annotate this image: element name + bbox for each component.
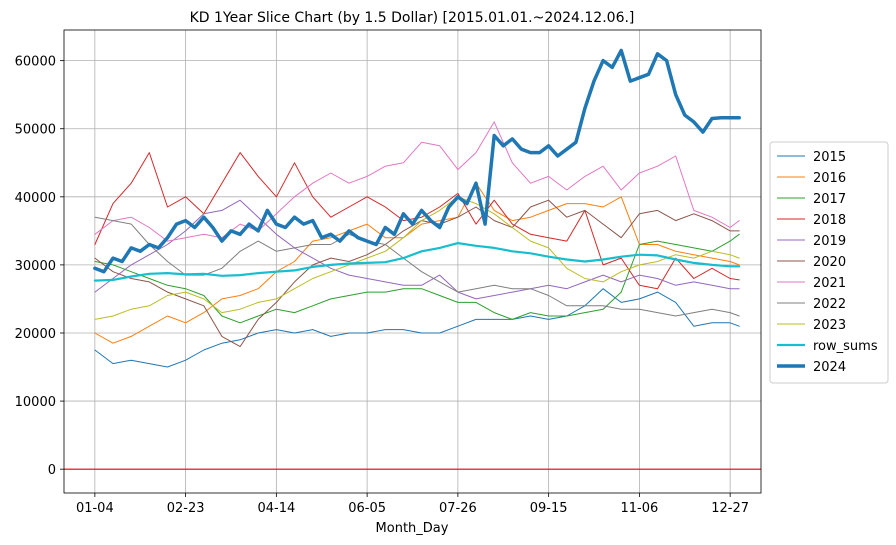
x-tick-label: 09-15 xyxy=(530,501,568,516)
legend-label-2015: 2015 xyxy=(813,150,846,165)
legend-label-row_sums: row_sums xyxy=(813,339,878,354)
x-axis-ticks: 01-04 02-23 04-14 06-05 07-26 09-15 11-06 12-27 xyxy=(76,493,749,516)
x-tick-label: 01-04 xyxy=(76,501,114,516)
series-line-row_sums xyxy=(93,242,741,282)
y-tick-label: 50000 xyxy=(15,123,56,138)
plot-area-frame xyxy=(63,29,762,494)
legend-label-2021: 2021 xyxy=(813,276,846,291)
x-tick-label: 12-27 xyxy=(711,501,749,516)
series-line-2015 xyxy=(94,288,740,368)
legend-label-2020: 2020 xyxy=(813,255,846,270)
x-tick-label: 11-06 xyxy=(620,501,658,516)
series-line-2022 xyxy=(94,216,740,317)
legend-label-2018: 2018 xyxy=(813,213,846,228)
y-tick-label: 20000 xyxy=(15,327,56,342)
legend-label-2016: 2016 xyxy=(813,171,846,186)
legend-label-2024: 2024 xyxy=(813,360,846,375)
y-tick-label: 0 xyxy=(48,463,56,478)
y-tick-label: 60000 xyxy=(15,55,56,70)
legend: 2015 2016 2017 2018 2019 2020 2021 2022 2023 row_… xyxy=(769,141,889,384)
y-tick-label: 10000 xyxy=(15,395,56,410)
grid xyxy=(64,30,761,493)
series-lines xyxy=(93,48,741,368)
legend-label-2017: 2017 xyxy=(813,192,846,207)
series-line-2017 xyxy=(94,233,740,324)
series-line-2024 xyxy=(93,48,741,274)
legend-label-2022: 2022 xyxy=(813,297,846,312)
series-line-2019 xyxy=(94,199,740,300)
y-tick-label: 40000 xyxy=(15,191,56,206)
legend-box xyxy=(769,141,889,384)
x-axis-label: Month_Day xyxy=(376,521,449,536)
y-axis-ticks: 0 10000 20000 30000 40000 50000 60000 xyxy=(15,55,64,478)
legend-label-2023: 2023 xyxy=(813,318,846,333)
x-tick-label: 04-14 xyxy=(257,501,295,516)
y-tick-label: 30000 xyxy=(15,259,56,274)
chart-title: KD 1Year Slice Chart (by 1.5 Dollar) [20… xyxy=(190,10,635,26)
x-tick-label: 06-05 xyxy=(348,501,386,516)
series-line-2016 xyxy=(94,182,740,344)
series-line-2023 xyxy=(94,196,740,320)
series-line-2021 xyxy=(94,121,740,242)
legend-label-2019: 2019 xyxy=(813,234,846,249)
x-tick-label: 07-26 xyxy=(439,501,477,516)
x-tick-label: 02-23 xyxy=(167,501,205,516)
